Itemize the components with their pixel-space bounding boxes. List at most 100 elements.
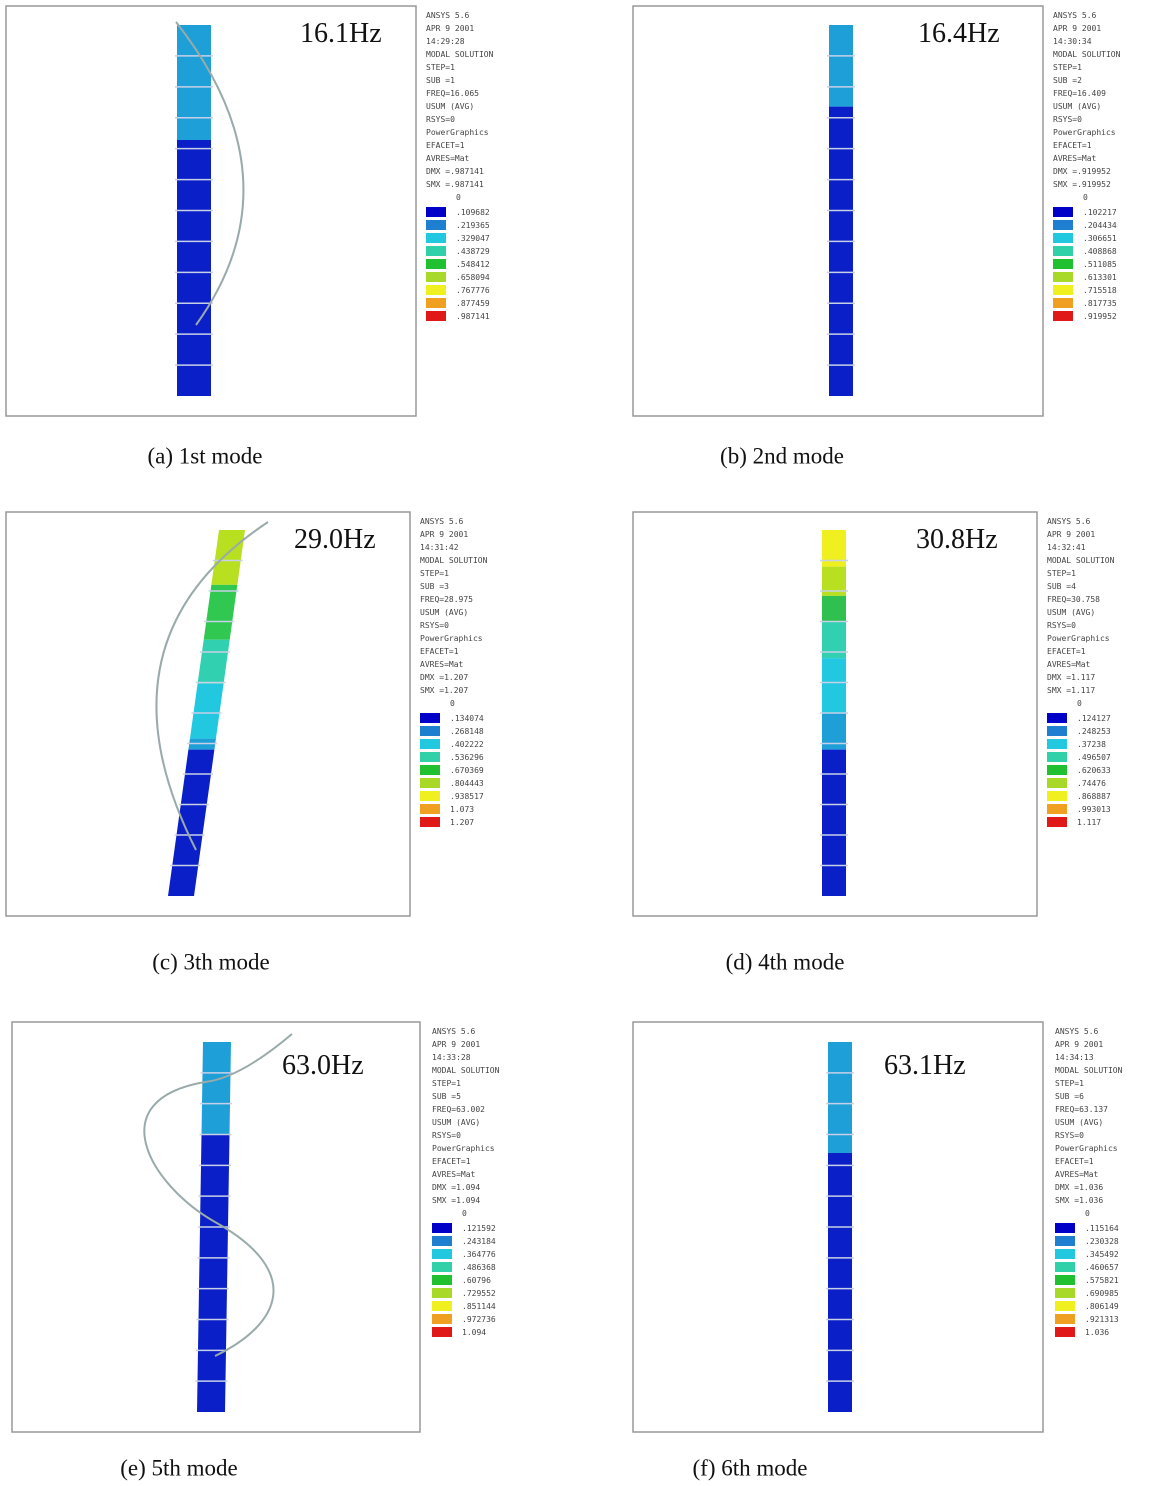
frequency-label: 63.1Hz — [884, 1050, 966, 1081]
info-line: STEP=1 — [432, 1079, 461, 1088]
info-line: 14:32:41 — [1047, 543, 1086, 552]
legend-swatch — [1055, 1275, 1075, 1285]
legend-value: .548412 — [456, 260, 490, 269]
legend-value: .268148 — [450, 727, 484, 736]
legend-swatch — [432, 1327, 452, 1337]
legend-swatch — [426, 285, 446, 295]
info-line: 14:29:28 — [426, 37, 465, 46]
info-line: 0 — [456, 193, 461, 202]
info-line: 0 — [1083, 193, 1088, 202]
info-line: 0 — [462, 1209, 467, 1218]
info-line: ANSYS 5.6 — [426, 11, 470, 20]
legend-swatch — [432, 1262, 452, 1272]
legend-value: .921313 — [1085, 1315, 1119, 1324]
info-line: EFACET=1 — [426, 141, 465, 150]
info-line: AVRES=Mat — [1053, 154, 1097, 163]
legend-value: .972736 — [462, 1315, 496, 1324]
legend-value: 1.094 — [462, 1328, 486, 1337]
legend-value: .345492 — [1085, 1250, 1119, 1259]
beam-segment — [822, 658, 846, 713]
info-line: EFACET=1 — [1055, 1157, 1094, 1166]
info-line: PowerGraphics — [1053, 128, 1116, 137]
frequency-label: 63.0Hz — [282, 1050, 364, 1081]
info-line: USUM (AVG) — [1053, 102, 1101, 111]
info-line: DMX =.987141 — [426, 167, 484, 176]
info-line: AVRES=Mat — [1047, 660, 1091, 669]
info-line: STEP=1 — [1053, 63, 1082, 72]
info-line: AVRES=Mat — [420, 660, 464, 669]
mode-panel: 63.0HzANSYS 5.6APR 9 200114:33:28MODAL S… — [12, 1022, 500, 1480]
beam-segment — [822, 596, 846, 622]
legend-swatch — [1055, 1301, 1075, 1311]
legend-value: 1.036 — [1085, 1328, 1109, 1337]
legend-swatch — [432, 1314, 452, 1324]
info-line: FREQ=63.137 — [1055, 1105, 1108, 1114]
info-line: USUM (AVG) — [1055, 1118, 1103, 1127]
info-line: SUB =2 — [1053, 76, 1082, 85]
legend-swatch — [432, 1275, 452, 1285]
info-line: 0 — [1077, 699, 1082, 708]
info-line: EFACET=1 — [420, 647, 459, 656]
info-line: SUB =1 — [426, 76, 455, 85]
legend-swatch — [1055, 1236, 1075, 1246]
legend-value: 1.207 — [450, 818, 474, 827]
legend-value: 1.117 — [1077, 818, 1101, 827]
legend-swatch — [1047, 752, 1067, 762]
info-line: STEP=1 — [426, 63, 455, 72]
info-line: SMX =.919952 — [1053, 180, 1111, 189]
info-line: DMX =.919952 — [1053, 167, 1111, 176]
legend-value: .938517 — [450, 792, 484, 801]
info-line: FREQ=16.065 — [426, 89, 479, 98]
legend-swatch — [1053, 311, 1073, 321]
legend-swatch — [1053, 233, 1073, 243]
legend-swatch — [420, 713, 440, 723]
legend-value: .620633 — [1077, 766, 1111, 775]
legend-value: .715518 — [1083, 286, 1117, 295]
frequency-label: 29.0Hz — [294, 524, 376, 555]
caption: (b) 2nd mode — [720, 443, 844, 468]
info-line: RSYS=0 — [426, 115, 455, 124]
legend-swatch — [426, 246, 446, 256]
beam-segment — [197, 1135, 230, 1413]
info-line: APR 9 2001 — [1055, 1040, 1103, 1049]
info-line: RSYS=0 — [420, 621, 449, 630]
beam-segment — [829, 25, 853, 107]
info-line: APR 9 2001 — [420, 530, 468, 539]
legend-value: .690985 — [1085, 1289, 1119, 1298]
info-line: RSYS=0 — [1055, 1131, 1084, 1140]
info-line: PowerGraphics — [420, 634, 483, 643]
legend-swatch — [420, 765, 440, 775]
legend-swatch — [426, 259, 446, 269]
legend-value: .987141 — [456, 312, 490, 321]
legend-swatch — [1047, 713, 1067, 723]
info-line: SUB =5 — [432, 1092, 461, 1101]
legend-swatch — [1053, 207, 1073, 217]
legend-swatch — [420, 791, 440, 801]
info-line: PowerGraphics — [426, 128, 489, 137]
legend-value: .919952 — [1083, 312, 1117, 321]
beam-segment — [828, 1153, 852, 1412]
legend-swatch — [1047, 791, 1067, 801]
legend-value: .575821 — [1085, 1276, 1119, 1285]
legend-value: .329047 — [456, 234, 490, 243]
legend-value: .102217 — [1083, 208, 1117, 217]
legend-swatch — [420, 804, 440, 814]
info-line: MODAL SOLUTION — [426, 50, 494, 59]
legend-value: .486368 — [462, 1263, 496, 1272]
mode-panel: 63.1HzANSYS 5.6APR 9 200114:34:13MODAL S… — [633, 1022, 1123, 1480]
caption: (c) 3th mode — [152, 949, 270, 974]
info-line: STEP=1 — [1055, 1079, 1084, 1088]
legend-value: .670369 — [450, 766, 484, 775]
beam-segment — [177, 140, 211, 396]
legend-swatch — [420, 778, 440, 788]
info-line: FREQ=28.975 — [420, 595, 473, 604]
legend-value: .613301 — [1083, 273, 1117, 282]
info-line: SMX =1.094 — [432, 1196, 480, 1205]
beam-segment — [829, 107, 853, 396]
legend-swatch — [1047, 817, 1067, 827]
legend-value: .658094 — [456, 273, 490, 282]
legend-value: .767776 — [456, 286, 490, 295]
